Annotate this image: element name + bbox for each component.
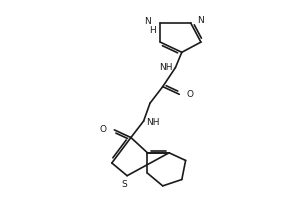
Text: H: H: [149, 26, 156, 35]
Text: N: N: [145, 17, 151, 26]
Text: N: N: [197, 16, 204, 25]
Text: O: O: [100, 125, 107, 134]
Text: S: S: [122, 180, 128, 189]
Text: NH: NH: [159, 63, 173, 72]
Text: O: O: [187, 90, 194, 99]
Text: NH: NH: [146, 118, 160, 127]
